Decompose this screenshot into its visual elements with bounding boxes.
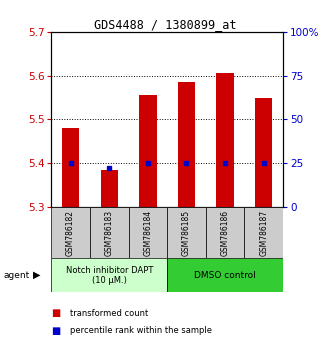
Bar (216, 74, 234, 207)
Bar (51, 207, 90, 258)
Text: ■: ■ (51, 326, 61, 336)
Bar (62, 128, 79, 207)
Text: GDS4488 / 1380899_at: GDS4488 / 1380899_at (94, 18, 237, 31)
Bar (178, 82, 195, 207)
Text: transformed count: transformed count (70, 309, 148, 318)
Bar (167, 258, 283, 292)
Text: GSM786187: GSM786187 (259, 210, 268, 256)
Bar (167, 207, 206, 258)
Text: DMSO control: DMSO control (194, 271, 256, 280)
Text: ■: ■ (51, 308, 61, 318)
Text: agent: agent (3, 271, 29, 280)
Text: percentile rank within the sample: percentile rank within the sample (70, 326, 212, 336)
Bar (139, 95, 157, 207)
Text: Notch inhibitor DAPT
(10 μM.): Notch inhibitor DAPT (10 μM.) (66, 266, 153, 285)
Bar (101, 170, 118, 207)
Text: GSM786182: GSM786182 (66, 210, 75, 256)
Bar (90, 207, 128, 258)
Bar (255, 98, 272, 207)
Bar (206, 207, 244, 258)
Text: GSM786183: GSM786183 (105, 210, 114, 256)
Text: GSM786185: GSM786185 (182, 210, 191, 256)
Bar (128, 207, 167, 258)
Text: GSM786186: GSM786186 (220, 210, 230, 256)
Bar (51, 258, 167, 292)
Bar (244, 207, 283, 258)
Text: ▶: ▶ (33, 270, 41, 280)
Text: GSM786184: GSM786184 (143, 210, 152, 256)
